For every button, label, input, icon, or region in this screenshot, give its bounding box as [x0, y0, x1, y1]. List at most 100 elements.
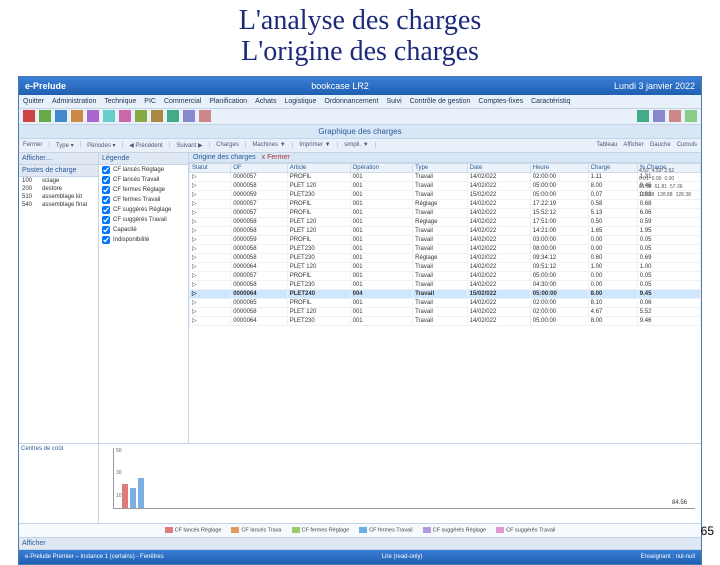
close-button[interactable]: x Fermer	[262, 154, 290, 161]
checkbox[interactable]	[102, 186, 110, 194]
checkbox[interactable]	[102, 196, 110, 204]
table-row[interactable]: ▷0000058PLET 120001Réglage14/02/02217:51…	[190, 217, 701, 226]
mid-item[interactable]: Capacité	[99, 225, 188, 235]
focus-row[interactable]: 200destore	[19, 185, 98, 193]
focus-row[interactable]: 100sciage	[19, 177, 98, 185]
checkbox[interactable]	[102, 226, 110, 234]
ribbon-item[interactable]: Fermer	[23, 142, 42, 148]
toolbar-icon[interactable]	[199, 110, 211, 122]
toolbar-icon[interactable]	[103, 110, 115, 122]
ribbon-item[interactable]: Imprimer ▼	[299, 142, 330, 148]
toolbar-icon[interactable]	[653, 110, 665, 122]
toolbar-icon[interactable]	[71, 110, 83, 122]
table-row[interactable]: ▷0000058PLET230001Réglage14/02/02209:34:…	[190, 253, 701, 262]
chart-canvas: 50 30 10 84.56	[113, 448, 695, 509]
ribbon-item[interactable]: Machines ▼	[252, 142, 285, 148]
mid-item[interactable]: CF fermes Réglage	[99, 185, 188, 195]
mid-item[interactable]: CF lancés Travail	[99, 175, 188, 185]
ribbon-item[interactable]: ◀ Précédent	[129, 142, 163, 149]
table-row[interactable]: ▷0000057PROFIL001Travail14/02/02202:00:0…	[190, 172, 701, 181]
table-row[interactable]: ▷0000065PROFIL001Travail14/02/02202:00:0…	[190, 298, 701, 307]
ribbon-item[interactable]: Type ▾	[56, 142, 74, 149]
menu-item[interactable]: Planification	[209, 98, 247, 105]
side-row: 0.010.000.00	[639, 175, 699, 183]
menu-item[interactable]: Comptes-fixes	[478, 98, 523, 105]
focus-row[interactable]: 540assemblage final	[19, 201, 98, 209]
focus-head: Postes de charge	[19, 165, 98, 177]
bar	[122, 484, 128, 508]
table-row[interactable]: ▷0000064PLET240004Travail15/02/02205:00:…	[190, 289, 701, 298]
mid-item[interactable]: Indisponibilité	[99, 235, 188, 245]
menu-item[interactable]: Commercial	[164, 98, 201, 105]
table-row[interactable]: ▷0000058PLET 120001Travail14/02/02205:00…	[190, 181, 701, 190]
menu-item[interactable]: Suivi	[386, 98, 401, 105]
ribbon-item[interactable]: Périodes ▾	[87, 142, 115, 149]
toolbar-icon[interactable]	[151, 110, 163, 122]
table-row[interactable]: ▷0000064PLET 120001Travail14/02/02209:51…	[190, 262, 701, 271]
ribbon-item[interactable]: simpli. ▼	[344, 142, 369, 148]
side-row: 128.28128.88128.38	[639, 191, 699, 199]
focus-row[interactable]: 510assemblage kit	[19, 193, 98, 201]
checkbox[interactable]	[102, 166, 110, 174]
mid-item[interactable]: CF suggérés Réglage	[99, 205, 188, 215]
col-header[interactable]: Date	[467, 163, 530, 172]
menu-item[interactable]: Contrôle de gestion	[410, 98, 471, 105]
toolbar	[19, 109, 701, 125]
menu-item[interactable]: PIC	[144, 98, 156, 105]
ribbon-item[interactable]: Tableau	[596, 142, 617, 148]
toolbar-icon[interactable]	[23, 110, 35, 122]
title-date: Lundi 3 janvier 2022	[614, 81, 695, 91]
mid-item[interactable]: CF lancés Réglage	[99, 165, 188, 175]
col-header[interactable]: Type	[413, 163, 468, 172]
mid-item[interactable]: CF suggérés Travail	[99, 215, 188, 225]
ribbon-item[interactable]: Cumuls	[677, 142, 697, 148]
afficher-head[interactable]: Afficher…	[19, 153, 98, 165]
menu-item[interactable]: Ordonnancement	[324, 98, 378, 105]
menu-item[interactable]: Caractéristiq	[531, 98, 570, 105]
col-header[interactable]: OF	[231, 163, 288, 172]
toolbar-icon[interactable]	[39, 110, 51, 122]
toolbar-icon[interactable]	[135, 110, 147, 122]
checkbox[interactable]	[102, 176, 110, 184]
table-row[interactable]: ▷0000057PROFIL001Travail14/02/02205:00:0…	[190, 271, 701, 280]
table-row[interactable]: ▷0000058PLET 120001Travail14/02/02202:00…	[190, 307, 701, 316]
slide-title: L'analyse des charges L'origine des char…	[0, 0, 720, 72]
table-row[interactable]: ▷0000058PLET230001Travail14/02/02208:00:…	[190, 244, 701, 253]
menu-item[interactable]: Quitter	[23, 98, 44, 105]
bar	[130, 488, 136, 508]
ribbon-item[interactable]: Suivant ▶	[176, 142, 202, 149]
toolbar-icon[interactable]	[183, 110, 195, 122]
toolbar-icon[interactable]	[669, 110, 681, 122]
table-row[interactable]: ▷0000059PLET230001Travail15/02/02205:00:…	[190, 190, 701, 199]
toolbar-icon[interactable]	[167, 110, 179, 122]
toolbar-icon[interactable]	[55, 110, 67, 122]
toolbar-icon[interactable]	[87, 110, 99, 122]
col-header[interactable]: Statut	[190, 163, 231, 172]
toolbar-icon[interactable]	[685, 110, 697, 122]
col-header[interactable]: Opération	[350, 163, 412, 172]
legend: CF lancés RéglageCF lancés TravaCF ferme…	[19, 523, 701, 537]
menu-item[interactable]: Administration	[52, 98, 96, 105]
table-row[interactable]: ▷0000057PROFIL001Travail14/02/02215:52:1…	[190, 208, 701, 217]
menu-item[interactable]: Technique	[104, 98, 136, 105]
ribbon-item[interactable]: Afficher	[623, 142, 643, 148]
table-row[interactable]: ▷0000064PLET230001Travail14/02/02205:00:…	[190, 316, 701, 325]
mid-item[interactable]: CF fermes Travail	[99, 195, 188, 205]
checkbox[interactable]	[102, 216, 110, 224]
checkbox[interactable]	[102, 206, 110, 214]
table-row[interactable]: ▷0000057PROFIL001Réglage14/02/02217:22:1…	[190, 199, 701, 208]
menu-item[interactable]: Achats	[255, 98, 276, 105]
toolbar-icon[interactable]	[119, 110, 131, 122]
table-row[interactable]: ▷0000059PROFIL001Travail14/02/02203:00:0…	[190, 235, 701, 244]
ribbon-item[interactable]: Gauche	[650, 142, 671, 148]
menu-item[interactable]: Logistique	[284, 98, 316, 105]
col-header[interactable]: Article	[287, 163, 350, 172]
col-header[interactable]: Charge	[588, 163, 637, 172]
checkbox[interactable]	[102, 236, 110, 244]
table-row[interactable]: ▷0000058PLET230001Travail14/02/02204:30:…	[190, 280, 701, 289]
col-header[interactable]: Heure	[530, 163, 588, 172]
toolbar-icon[interactable]	[637, 110, 649, 122]
table-row[interactable]: ▷0000058PLET 120001Travail14/02/02214:21…	[190, 226, 701, 235]
ribbon-item[interactable]: Charges	[216, 142, 239, 148]
afficher-bottom[interactable]: Afficher	[19, 537, 701, 550]
